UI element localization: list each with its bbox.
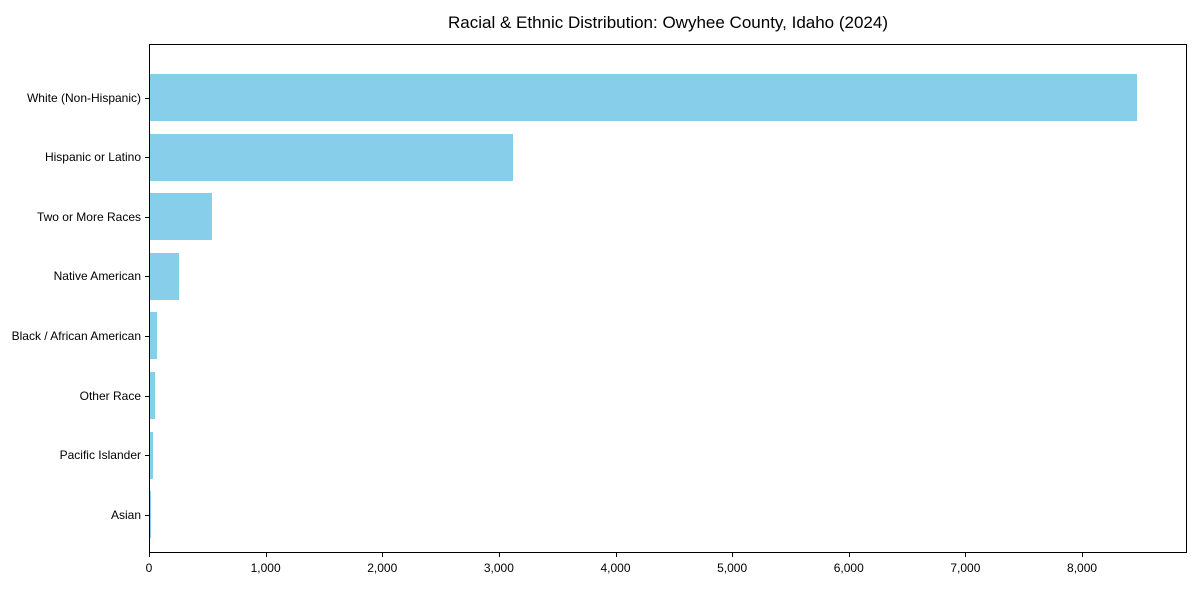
x-tick-mark: [1082, 553, 1084, 557]
y-tick-mark: [145, 216, 149, 218]
y-tick-mark: [145, 455, 149, 457]
chart-title: Racial & Ethnic Distribution: Owyhee Cou…: [447, 13, 889, 32]
bar: [150, 133, 513, 181]
y-tick-mark: [145, 335, 149, 337]
y-tick-label: Two or More Races: [36, 209, 141, 224]
x-tick-mark: [615, 553, 617, 557]
y-tick-mark: [145, 97, 149, 99]
y-tick-label: Native American: [53, 269, 141, 284]
x-tick-mark: [382, 553, 384, 557]
x-tick-mark: [149, 553, 150, 557]
bar: [150, 431, 153, 479]
x-tick-mark: [848, 553, 850, 557]
x-tick-mark: [732, 553, 734, 557]
y-tick-label: Asian: [110, 507, 141, 522]
x-tick-label: 6,000: [833, 561, 864, 575]
plot-area: [149, 44, 1187, 553]
x-tick-label: 3,000: [483, 561, 514, 575]
x-tick-label: 7,000: [950, 561, 981, 575]
bar: [150, 491, 152, 539]
y-tick-label: Other Race: [79, 388, 141, 403]
y-tick-mark: [145, 157, 149, 159]
bar: [150, 193, 212, 241]
bar: [150, 312, 157, 360]
x-tick-label: 5,000: [717, 561, 748, 575]
x-tick-mark: [965, 553, 967, 557]
y-tick-mark: [145, 276, 149, 278]
y-tick-label: White (Non-Hispanic): [26, 90, 141, 105]
bar: [150, 74, 1137, 121]
x-tick-label: 0: [145, 561, 153, 575]
x-tick-label: 2,000: [367, 561, 398, 575]
x-tick-label: 4,000: [600, 561, 631, 575]
x-tick-label: 8,000: [1067, 561, 1098, 575]
x-tick-label: 1,000: [250, 561, 281, 575]
bar: [150, 372, 156, 419]
y-tick-label: Black / African American: [11, 328, 141, 343]
x-tick-mark: [265, 553, 267, 557]
y-tick-mark: [145, 395, 149, 397]
y-tick-mark: [145, 514, 149, 516]
y-tick-label: Pacific Islander: [59, 448, 141, 463]
x-tick-mark: [498, 553, 500, 557]
bar: [150, 252, 180, 300]
y-tick-label: Hispanic or Latino: [44, 150, 141, 165]
